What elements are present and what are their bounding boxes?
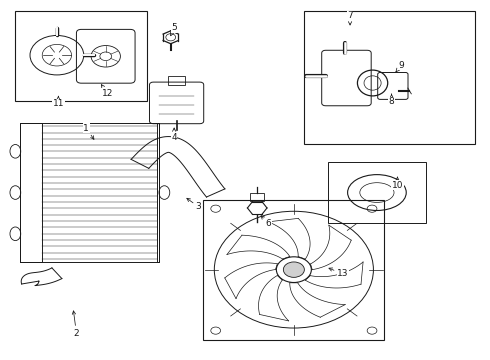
Text: 4: 4 bbox=[172, 128, 177, 142]
Bar bbox=[328, 162, 426, 223]
Text: 1: 1 bbox=[83, 123, 94, 139]
Bar bbox=[203, 200, 384, 339]
Bar bbox=[20, 123, 159, 262]
Bar bbox=[168, 76, 185, 85]
Bar bbox=[304, 12, 475, 144]
Circle shape bbox=[283, 262, 304, 277]
Text: 11: 11 bbox=[52, 96, 64, 108]
Text: 6: 6 bbox=[261, 216, 271, 228]
Bar bbox=[250, 193, 264, 201]
Text: 2: 2 bbox=[72, 311, 79, 338]
Text: 8: 8 bbox=[389, 94, 394, 106]
Bar bbox=[157, 123, 159, 262]
Text: 3: 3 bbox=[187, 198, 201, 211]
Bar bbox=[20, 123, 42, 262]
Bar bbox=[15, 12, 147, 101]
Text: 9: 9 bbox=[396, 61, 404, 72]
Text: 12: 12 bbox=[101, 85, 113, 98]
Text: 10: 10 bbox=[392, 177, 403, 190]
Text: 5: 5 bbox=[171, 23, 177, 36]
Text: 13: 13 bbox=[329, 268, 348, 278]
Text: 7: 7 bbox=[347, 11, 353, 25]
